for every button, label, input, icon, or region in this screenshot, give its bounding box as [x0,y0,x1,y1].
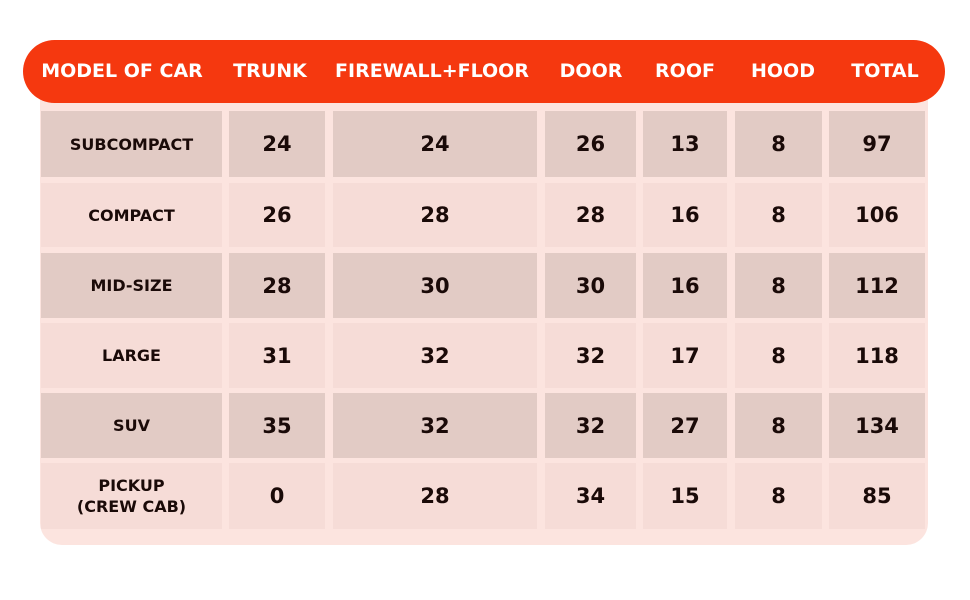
table-cell: 26 [229,183,325,247]
column-header: DOOR [559,60,623,82]
row-label: COMPACT [41,183,222,247]
table-cell: 32 [333,393,537,458]
column-header: HOOD [751,60,815,82]
table-cell: 24 [333,111,537,177]
table-cell: 27 [643,393,727,458]
row-label: SUV [41,393,222,458]
table-cell: 26 [545,111,636,177]
table-cell: 16 [643,253,727,318]
table-cell: 8 [735,393,822,458]
table-cell: 134 [829,393,925,458]
row-label: LARGE [41,323,222,388]
table-cell: 8 [735,253,822,318]
table-cell: 28 [333,463,537,529]
row-label: MID-SIZE [41,253,222,318]
table-cell: 30 [545,253,636,318]
table-cell: 32 [545,393,636,458]
row-label: SUBCOMPACT [41,111,222,177]
table-cell: 112 [829,253,925,318]
table-header: MODEL OF CAR TRUNK FIREWALL+FLOOR DOOR ROOF H… [23,40,945,103]
table-cell: 15 [643,463,727,529]
table-cell: 118 [829,323,925,388]
column-header: TRUNK [233,60,307,82]
table-cell: 13 [643,111,727,177]
row-label: PICKUP (CREW CAB) [41,463,222,529]
table-cell: 16 [643,183,727,247]
column-header: TOTAL [851,60,919,82]
table-cell: 8 [735,323,822,388]
table-cell: 28 [333,183,537,247]
table-cell: 32 [333,323,537,388]
table-cell: 34 [545,463,636,529]
table-cell: 32 [545,323,636,388]
table-cell: 35 [229,393,325,458]
table-cell: 85 [829,463,925,529]
column-header: MODEL OF CAR [41,60,203,82]
table-cell: 106 [829,183,925,247]
table-cell: 8 [735,463,822,529]
table-cell: 30 [333,253,537,318]
table-cell: 0 [229,463,325,529]
table-cell: 97 [829,111,925,177]
table-cell: 24 [229,111,325,177]
table-cell: 8 [735,111,822,177]
column-header: FIREWALL+FLOOR [335,60,529,82]
table-cell: 28 [545,183,636,247]
column-header: ROOF [655,60,715,82]
table-cell: 28 [229,253,325,318]
table-cell: 31 [229,323,325,388]
table-cell: 8 [735,183,822,247]
table-cell: 17 [643,323,727,388]
